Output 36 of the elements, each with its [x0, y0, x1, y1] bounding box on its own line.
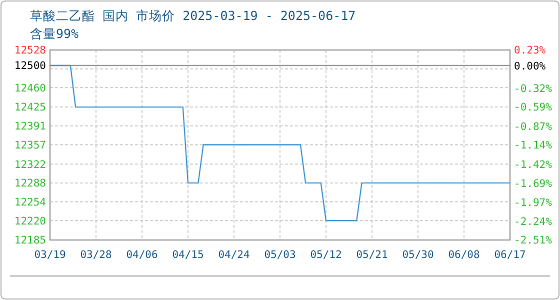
y2-tick-label: 0.00% — [514, 60, 546, 73]
ref-line-label: 12500 — [14, 60, 46, 72]
y2-tick-label: -2.24% — [514, 216, 553, 228]
y-tick-label: 12254 — [14, 196, 46, 208]
y2-tick-label: -1.97% — [514, 197, 553, 210]
chart-title: 草酸二乙酯 国内 市场价 2025-03-19 - 2025-06-17 — [30, 8, 356, 23]
y2-tick-label: 0.23% — [514, 44, 546, 57]
y2-tick-label: -1.42% — [514, 159, 553, 172]
y2-tick-label: -0.32% — [514, 82, 553, 95]
chart-subtitle: 含量99% — [30, 26, 80, 41]
x-tick-label: 05/12 — [310, 249, 342, 261]
y2-tick-label: -0.59% — [514, 102, 553, 114]
y-tick-label: 12357 — [14, 139, 46, 152]
y2-tick-label: -1.69% — [514, 178, 553, 190]
x-tick-label: 05/03 — [264, 249, 296, 261]
y-tick-label: 12528 — [14, 44, 46, 57]
x-tick-label: 06/08 — [448, 249, 480, 261]
x-tick-label: 03/28 — [80, 249, 112, 261]
y-tick-label: 12391 — [14, 120, 46, 133]
y2-tick-label: -0.87% — [514, 120, 553, 133]
x-tick-label: 04/15 — [172, 249, 204, 261]
x-tick-label: 05/21 — [356, 249, 388, 261]
y-tick-label: 12460 — [14, 82, 46, 94]
x-tick-label: 04/24 — [218, 249, 250, 261]
x-tick-label: 04/06 — [126, 249, 158, 261]
y-tick-label: 12220 — [14, 215, 46, 228]
y-tick-label: 12288 — [14, 178, 46, 190]
y-tick-label: 12425 — [14, 102, 46, 114]
x-tick-label: 05/30 — [402, 249, 434, 261]
y2-tick-label: -1.14% — [514, 140, 553, 152]
y-tick-label: 12185 — [14, 234, 46, 247]
line-series — [49, 64, 511, 222]
y2-tick-label: -2.51% — [514, 234, 553, 247]
x-tick-label: 03/19 — [34, 249, 66, 261]
y-tick-label: 12322 — [14, 158, 46, 171]
x-tick-label: 06/17 — [494, 249, 526, 261]
